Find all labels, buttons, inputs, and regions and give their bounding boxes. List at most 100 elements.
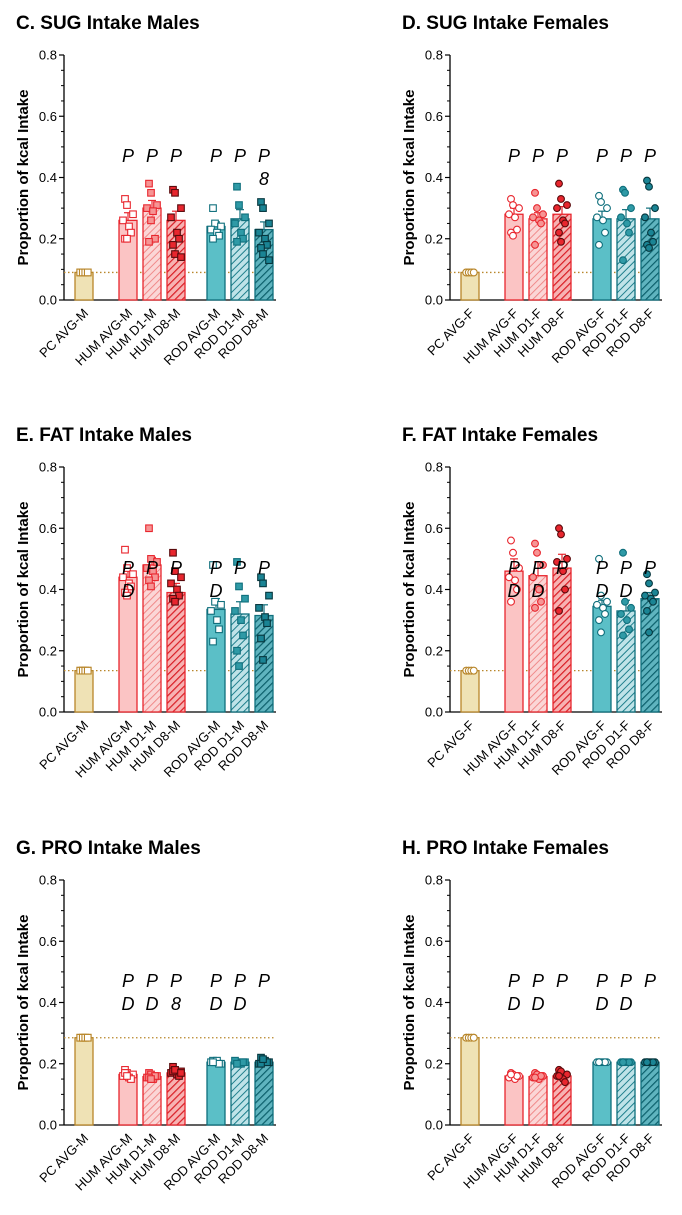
data-point xyxy=(641,213,649,222)
significance-label: P xyxy=(234,558,246,578)
chart-title: F. FAT Intake Females xyxy=(402,425,598,446)
data-point xyxy=(121,545,129,554)
data-point xyxy=(505,210,513,219)
y-tick-label: 0.8 xyxy=(39,460,57,475)
y-tick-label: 0.8 xyxy=(425,460,443,475)
data-point xyxy=(557,194,565,203)
significance-label: P xyxy=(596,146,608,166)
bar-pc-avg-m xyxy=(74,1037,94,1126)
y-tick-label: 0.6 xyxy=(425,934,443,949)
data-point xyxy=(617,213,625,222)
data-point xyxy=(531,240,539,249)
bar-pc-avg-f xyxy=(460,1037,480,1126)
data-point xyxy=(511,576,519,585)
significance-label: P xyxy=(234,971,246,991)
significance-label: P xyxy=(146,971,158,991)
data-point xyxy=(147,1075,155,1083)
bar-rod-avg-m xyxy=(206,1061,226,1126)
y-tick-label: 0.6 xyxy=(39,109,57,124)
data-point xyxy=(563,201,571,210)
data-point xyxy=(235,201,243,209)
bar-hum-avg-f xyxy=(504,1075,524,1126)
data-point xyxy=(469,1033,478,1042)
significance-label: P xyxy=(122,971,134,991)
data-point xyxy=(623,219,631,228)
data-point xyxy=(147,188,155,197)
bar-hum-d1-m xyxy=(142,1075,162,1126)
significance-label: P xyxy=(620,146,632,166)
data-point xyxy=(469,268,478,277)
data-point xyxy=(593,600,601,609)
significance-label: D xyxy=(210,994,223,1014)
y-axis-label: Proportion of kcal Intake xyxy=(401,915,418,1091)
data-point xyxy=(641,591,649,600)
significance-label: P xyxy=(620,558,632,578)
bar-hum-d8-f xyxy=(552,213,572,301)
y-tick-label: 0.0 xyxy=(425,705,443,720)
data-point xyxy=(593,213,601,222)
data-point xyxy=(647,228,655,237)
data-point xyxy=(531,1073,539,1082)
significance-label: D xyxy=(620,581,633,601)
data-point xyxy=(263,619,271,628)
data-point xyxy=(599,216,607,225)
data-point xyxy=(557,237,565,246)
bar-rod-d8-f xyxy=(640,1061,660,1126)
bar-hum-d8-m xyxy=(166,1072,186,1126)
significance-label: P xyxy=(210,971,222,991)
data-point xyxy=(513,225,521,234)
data-point xyxy=(555,606,563,615)
data-point xyxy=(169,241,177,249)
significance-label: P xyxy=(508,146,520,166)
significance-label: P xyxy=(620,971,632,991)
data-point xyxy=(119,216,127,225)
data-point xyxy=(167,213,175,222)
y-axis-label: Proportion of kcal Intake xyxy=(401,502,418,678)
y-tick-label: 0.0 xyxy=(39,293,57,308)
data-point xyxy=(623,616,631,625)
significance-label: P xyxy=(644,971,656,991)
panel-1: C. SUG Intake Males Proportion of kcal In… xyxy=(15,13,276,369)
data-point xyxy=(215,625,223,634)
significance-label: D xyxy=(596,994,609,1014)
data-point xyxy=(595,240,603,249)
data-point xyxy=(531,539,539,548)
data-point xyxy=(177,1069,185,1077)
y-axis-label: Proportion of kcal Intake xyxy=(401,90,418,266)
bar-rod-d1-f xyxy=(616,1061,636,1126)
y-tick-label: 0.2 xyxy=(39,231,57,246)
significance-label: D xyxy=(210,581,223,601)
data-point xyxy=(619,631,627,640)
significance-label: D xyxy=(532,994,545,1014)
data-point xyxy=(145,524,153,533)
data-point xyxy=(265,591,273,600)
data-point xyxy=(515,204,523,213)
significance-label: 8 xyxy=(259,169,269,189)
significance-label: P xyxy=(258,971,270,991)
data-point xyxy=(533,548,541,557)
data-point xyxy=(531,603,539,612)
significance-label: D xyxy=(596,581,609,601)
significance-label: D xyxy=(234,994,247,1014)
data-point xyxy=(539,210,547,219)
y-tick-label: 0.6 xyxy=(39,934,57,949)
significance-label: P xyxy=(532,146,544,166)
data-point xyxy=(643,606,651,615)
data-point xyxy=(561,585,569,594)
data-point xyxy=(555,179,563,188)
data-point xyxy=(237,616,245,624)
data-point xyxy=(469,666,478,675)
data-point xyxy=(507,1070,515,1079)
data-point xyxy=(259,204,267,212)
data-point xyxy=(259,656,267,664)
significance-label: P xyxy=(556,971,568,991)
data-point xyxy=(123,201,131,209)
data-point xyxy=(507,536,515,545)
chart-title: C. SUG Intake Males xyxy=(16,13,200,34)
data-point xyxy=(645,243,653,252)
significance-label: D xyxy=(146,994,159,1014)
significance-label: P xyxy=(556,558,568,578)
data-point xyxy=(645,628,653,637)
y-tick-label: 0.8 xyxy=(425,873,443,888)
